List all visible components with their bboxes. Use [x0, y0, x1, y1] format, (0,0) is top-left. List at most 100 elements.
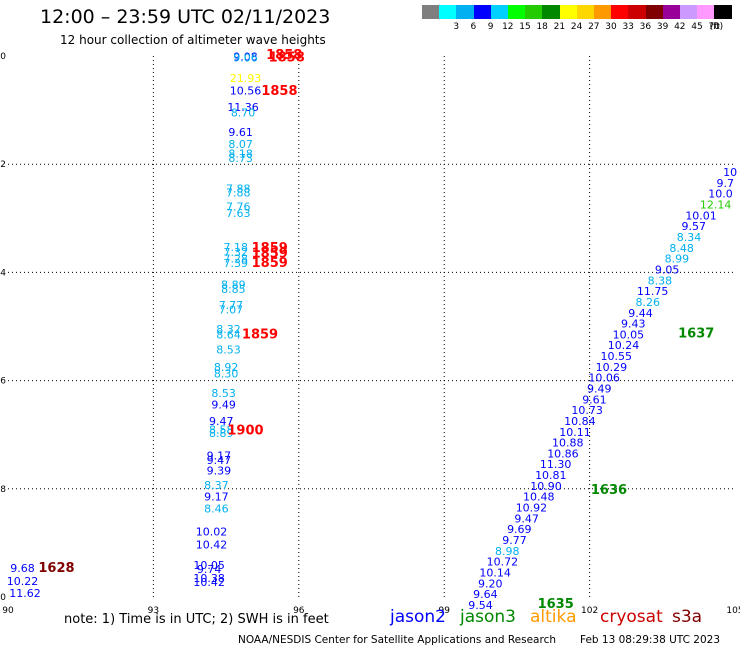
wave-height-label: 10.48 — [523, 491, 555, 504]
wave-height-label: 10.24 — [608, 339, 640, 352]
legend-swatch — [456, 5, 475, 19]
wave-height-label: 8.38 — [648, 274, 673, 287]
y-tick-label: -38 — [0, 485, 6, 495]
wave-height-label: 9.05 — [655, 263, 680, 276]
legend-swatch — [714, 5, 733, 19]
x-tick-label: 105 — [726, 606, 740, 616]
legend-swatch — [645, 5, 664, 19]
legend-swatch — [490, 5, 509, 19]
pass-time-label: 1636 — [591, 483, 627, 498]
legend-swatch — [611, 5, 630, 19]
legend-swatch — [439, 5, 458, 19]
legend-label: 36 — [639, 22, 652, 32]
wave-height-label: 10.84 — [564, 415, 596, 428]
wave-height-label: 7.63 — [226, 207, 251, 220]
wave-height-label: 8.70 — [231, 107, 256, 120]
wave-height-label: 9.64 — [473, 588, 498, 601]
wave-height-label: 10.42 — [196, 538, 228, 551]
wave-height-label: 8.30 — [214, 367, 239, 380]
wave-height-label: 7.77 — [219, 299, 244, 312]
wave-height-label: 11.75 — [637, 285, 669, 298]
pass-time-label: 1859 — [252, 246, 288, 261]
y-tick-label: -40 — [0, 593, 6, 603]
wave-height-label: 10.0 — [708, 188, 733, 201]
legend-label: 21 — [553, 22, 566, 32]
wave-height-label: 8.73 — [228, 152, 253, 165]
wave-height-label: 10.86 — [547, 447, 579, 460]
legend-label: 3 — [453, 22, 460, 32]
wave-height-label: 8.98 — [495, 545, 520, 558]
wave-height-label: 7.28 — [224, 253, 249, 266]
wave-height-label: 8.18 — [228, 148, 253, 161]
legend-label: 30 — [605, 22, 617, 32]
legend-label: 45 — [691, 22, 703, 32]
satellite-key-cryosat: cryosat — [600, 607, 663, 627]
wave-height-label: 10.05 — [193, 559, 225, 572]
satellite-key-s3a: s3a — [672, 607, 703, 627]
y-tick-label: -34 — [0, 268, 6, 278]
wave-height-label: 9.44 — [628, 307, 653, 320]
wave-height-label: 11.62 — [9, 587, 41, 600]
satellite-key-jason3: jason3 — [460, 607, 516, 627]
legend-label: 9 — [487, 22, 494, 32]
legend-label: 33 — [622, 22, 634, 32]
wave-height-label: 10.14 — [479, 566, 511, 579]
x-tick-label: 99 — [438, 606, 450, 616]
y-tick-label: -32 — [0, 160, 6, 170]
legend-label: 18 — [536, 22, 548, 32]
wave-height-label: 9.49 — [587, 383, 612, 396]
legend-label: 6 — [470, 22, 477, 32]
wave-height-label: 9.7 — [717, 177, 735, 190]
y-tick-label: -30 — [0, 52, 6, 62]
y-tick-label: -36 — [0, 377, 6, 387]
wave-height-label: 9.06 — [233, 51, 258, 64]
pass-time-label: 1635 — [538, 597, 574, 612]
x-tick-label: 102 — [581, 606, 598, 616]
pass-time-label: 1637 — [678, 326, 714, 341]
pass-time-label: 1859 — [252, 241, 288, 256]
wave-height-label: 10.02 — [196, 525, 228, 538]
legend-swatch — [508, 5, 526, 19]
wave-height-label: 8.07 — [228, 138, 253, 151]
wave-height-label: 10.56 — [230, 84, 262, 97]
legend-swatch — [680, 5, 698, 19]
wave-height-label: 9.20 — [478, 577, 503, 590]
wave-height-label: 8.34 — [677, 231, 702, 244]
wave-height-label: 8.92 — [214, 361, 239, 374]
wave-height-label: 7.88 — [226, 187, 251, 200]
wave-height-label: 21.93 — [230, 72, 262, 85]
legend-label: 27 — [588, 22, 600, 32]
wave-height-label: 10.73 — [571, 404, 603, 417]
wave-height-label: 8.85 — [221, 283, 246, 296]
satellite-key-jason2: jason2 — [390, 607, 446, 627]
legend-swatch — [559, 5, 578, 19]
wave-height-label: 12.14 — [700, 199, 732, 212]
wave-height-label: 10.90 — [530, 480, 562, 493]
wave-height-label: 10.01 — [685, 209, 717, 222]
legend-label: 39 — [656, 22, 669, 32]
legend-swatch — [697, 5, 716, 19]
wave-height-label: 10.29 — [596, 361, 628, 374]
x-tick-label: 90 — [2, 606, 14, 616]
wave-height-label: 11.36 — [227, 101, 259, 114]
wave-height-label: 9.47 — [207, 454, 232, 467]
wave-height-label: 9.49 — [211, 399, 236, 412]
legend-swatch — [525, 5, 544, 19]
wave-height-label: 7.88 — [226, 182, 251, 195]
generation-timestamp: Feb 13 08:29:38 UTC 2023 — [580, 634, 720, 646]
pass-time-label: 1628 — [38, 561, 74, 576]
pass-time-label: 1859 — [242, 327, 278, 342]
wave-height-label: 10.22 — [7, 575, 39, 588]
wave-height-label: 9.47 — [209, 415, 234, 428]
x-tick-label: 93 — [148, 606, 159, 616]
wave-height-label: 9.17 — [207, 450, 232, 463]
wave-height-label: 8.64 — [216, 328, 241, 341]
satellite-key-altika: altika — [530, 607, 577, 627]
wave-height-label: 7.32 — [224, 246, 249, 259]
wave-height-label: 9.54 — [468, 599, 493, 612]
wave-height-label: 10.38 — [193, 572, 225, 585]
wave-height-label: 9.43 — [621, 318, 646, 331]
wave-height-label: 8.32 — [216, 323, 241, 336]
wave-height-label: 8.53 — [216, 344, 241, 357]
legend-swatch — [473, 5, 492, 19]
